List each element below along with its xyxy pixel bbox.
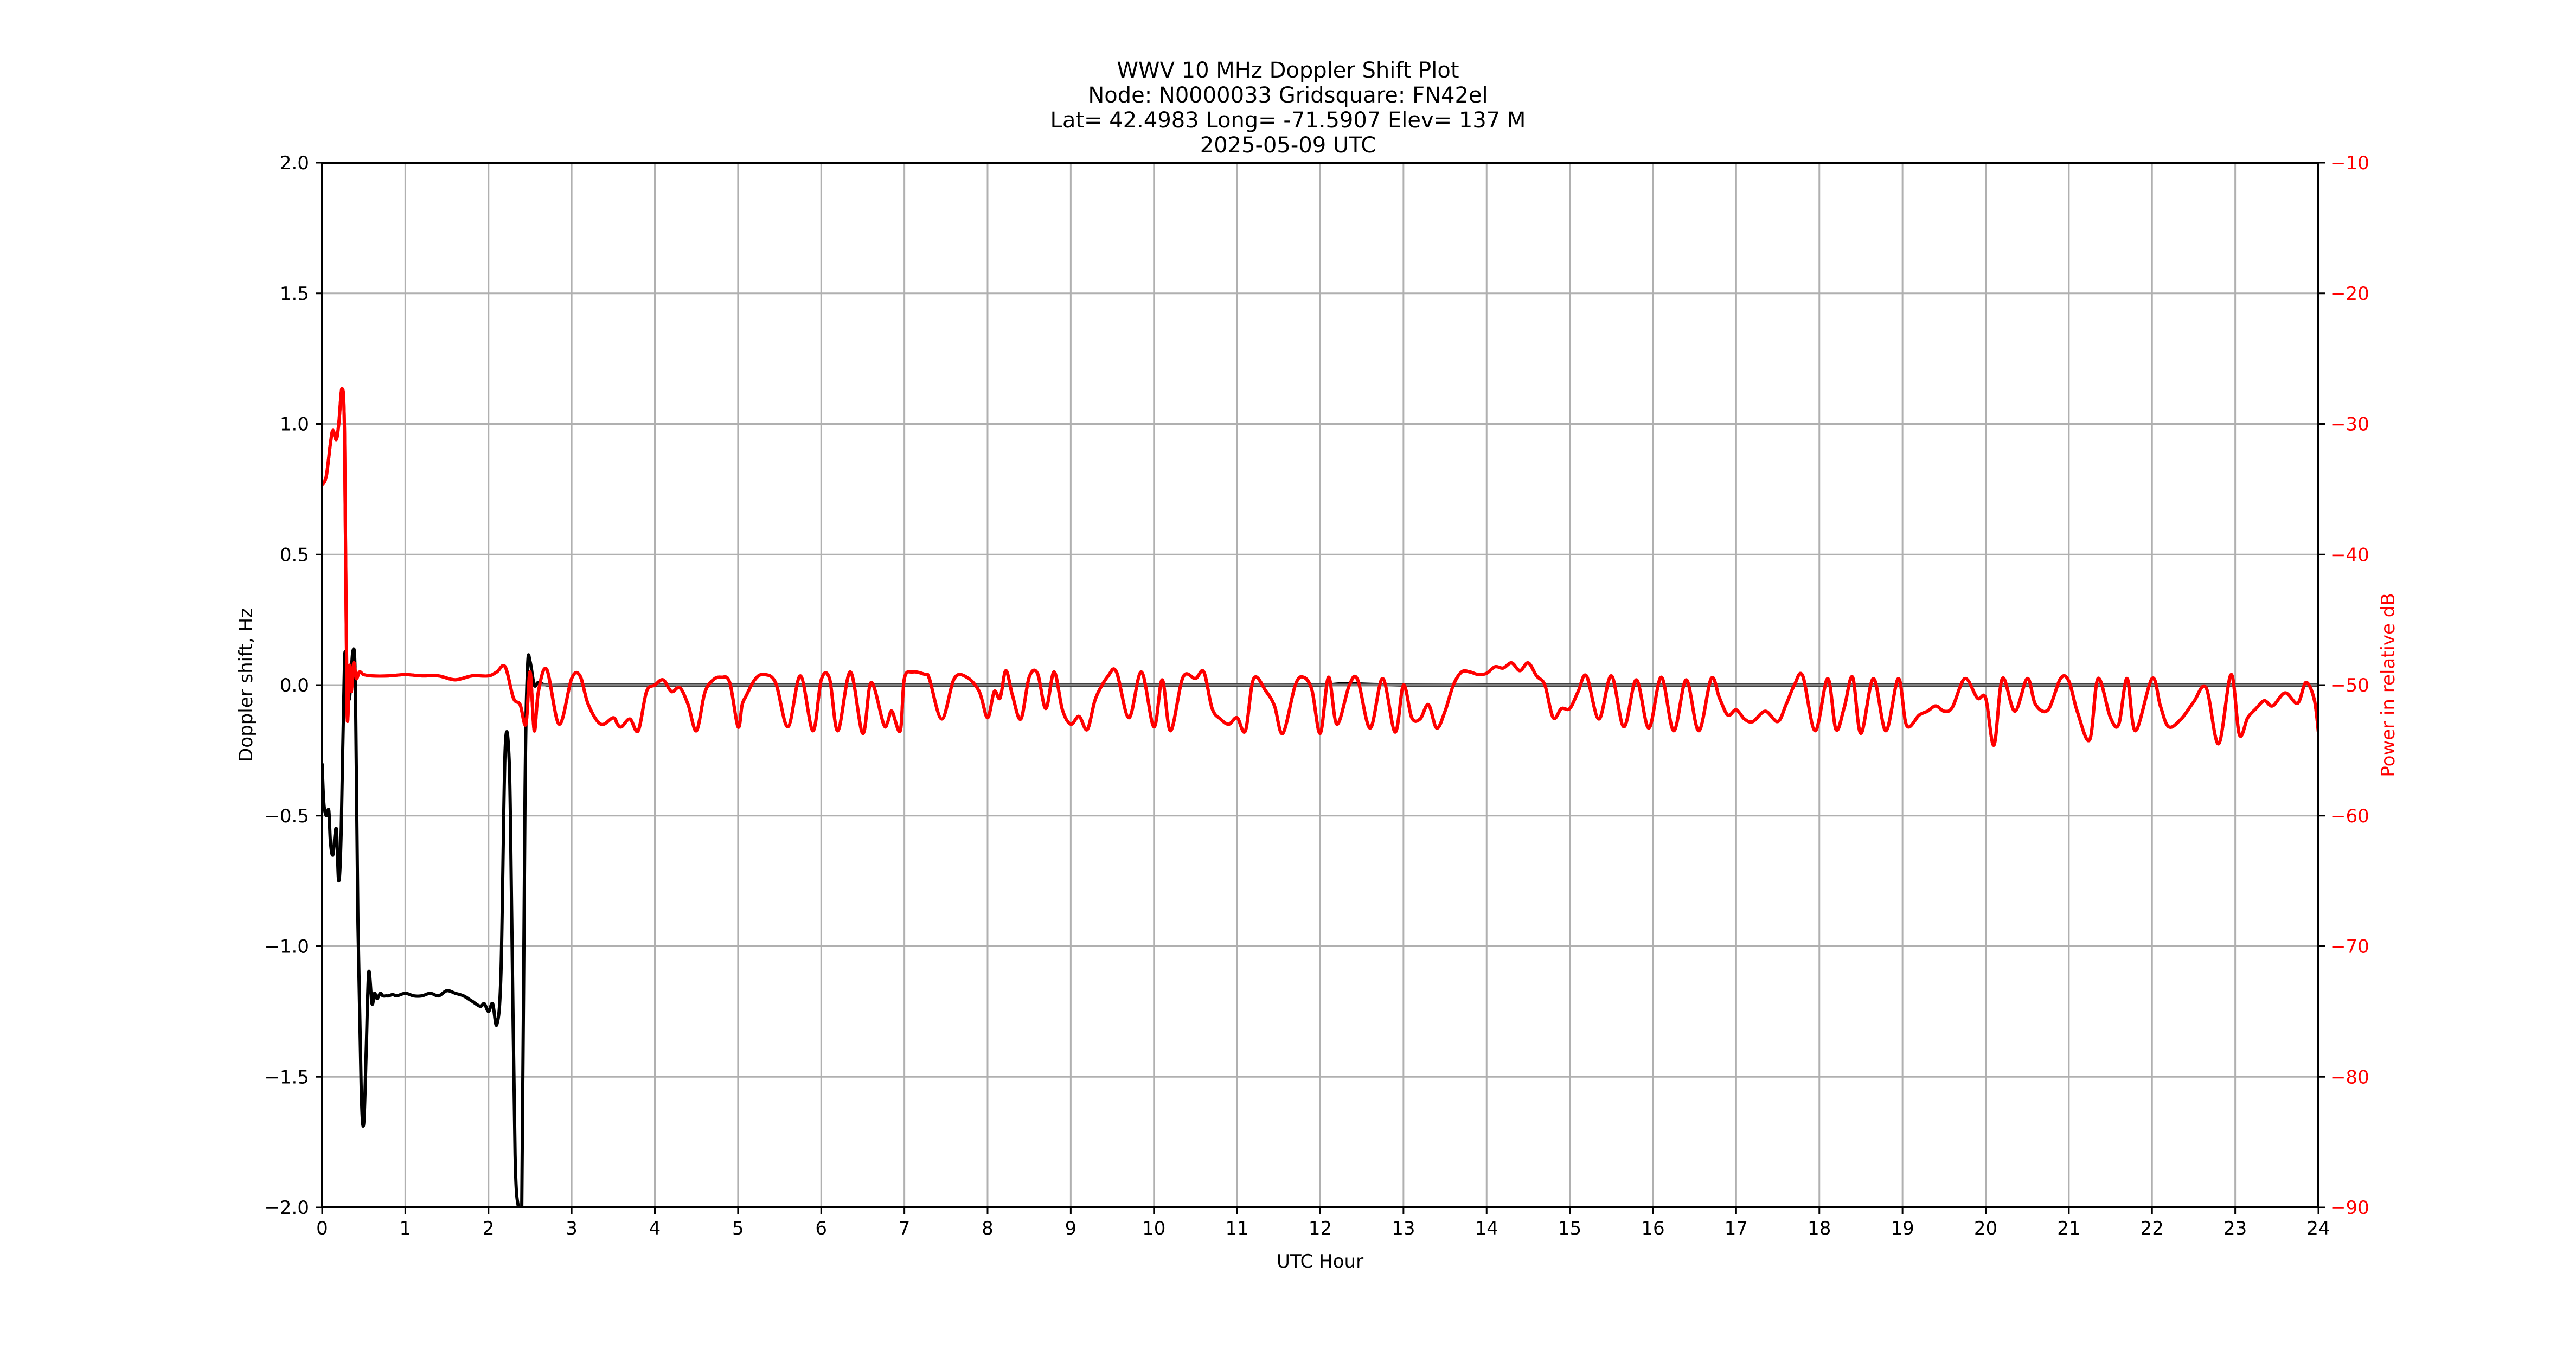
y-tick-label: −1.5 bbox=[264, 1066, 309, 1088]
y2-tick-label: −10 bbox=[2330, 152, 2369, 174]
y2-axis-label: Power in relative dB bbox=[2378, 593, 2399, 777]
x-tick-label: 8 bbox=[982, 1218, 994, 1239]
y2-tick-label: −50 bbox=[2330, 675, 2369, 696]
x-tick-label: 15 bbox=[1558, 1218, 1581, 1239]
x-tick-label: 22 bbox=[2141, 1218, 2164, 1239]
y2-tick-label: −70 bbox=[2330, 936, 2369, 958]
y-tick-label: 2.0 bbox=[280, 152, 309, 174]
chart-title: WWV 10 MHz Doppler Shift Plot bbox=[1117, 58, 1459, 83]
y2-tick-label: −90 bbox=[2330, 1197, 2369, 1219]
x-tick-label: 0 bbox=[316, 1218, 328, 1239]
x-tick-label: 3 bbox=[566, 1218, 578, 1239]
x-tick-label: 20 bbox=[1974, 1218, 1997, 1239]
x-tick-label: 19 bbox=[1891, 1218, 1914, 1239]
y2-tick-label: −80 bbox=[2330, 1066, 2369, 1088]
x-tick-label: 13 bbox=[1392, 1218, 1415, 1239]
y2-tick-label: −60 bbox=[2330, 805, 2369, 827]
x-tick-label: 10 bbox=[1142, 1218, 1165, 1239]
y-tick-label: −0.5 bbox=[264, 805, 309, 827]
power-line-overlay bbox=[322, 387, 2318, 747]
chart-subtitle-node: Node: N0000033 Gridsquare: FN42el bbox=[1088, 83, 1488, 108]
x-tick-label: 2 bbox=[483, 1218, 495, 1239]
x-axis-label: UTC Hour bbox=[1277, 1251, 1363, 1272]
x-tick-label: 14 bbox=[1475, 1218, 1498, 1239]
data-series bbox=[322, 387, 2318, 1207]
x-tick-label: 1 bbox=[400, 1218, 412, 1239]
x-tick-label: 6 bbox=[815, 1218, 827, 1239]
chart-subtitle-date: 2025-05-09 UTC bbox=[1200, 133, 1376, 158]
x-tick-label: 4 bbox=[649, 1218, 661, 1239]
y-tick-label: 0.5 bbox=[280, 544, 309, 566]
y-tick-label: 0.0 bbox=[280, 675, 309, 696]
y-axis-label: Doppler shift, Hz bbox=[235, 608, 257, 762]
y-tick-label: −2.0 bbox=[264, 1197, 309, 1219]
x-tick-label: 24 bbox=[2306, 1218, 2330, 1239]
chart-subtitle-location: Lat= 42.4983 Long= -71.5907 Elev= 137 M bbox=[1050, 108, 1526, 133]
x-tick-label: 18 bbox=[1808, 1218, 1831, 1239]
x-tick-label: 23 bbox=[2223, 1218, 2247, 1239]
y-tick-label: 1.5 bbox=[280, 283, 309, 305]
x-tick-label: 12 bbox=[1309, 1218, 1332, 1239]
y2-tick-label: −20 bbox=[2330, 283, 2369, 305]
x-tick-label: 21 bbox=[2057, 1218, 2080, 1239]
x-axis-ticks: 0 1 2 3 4 5 6 7 8 9 10 11 12 13 14 15 16 17 18 19 20 21 22 23 24 bbox=[316, 1207, 2330, 1239]
y2-axis-ticks: −90 −80 −70 −60 −50 −40 −30 −20 −10 bbox=[2318, 152, 2369, 1219]
x-tick-label: 17 bbox=[1725, 1218, 1748, 1239]
x-tick-label: 7 bbox=[899, 1218, 911, 1239]
x-tick-label: 5 bbox=[732, 1218, 744, 1239]
y-tick-label: −1.0 bbox=[264, 936, 309, 958]
y-axis-ticks: −2.0 −1.5 −1.0 −0.5 0.0 0.5 1.0 1.5 2.0 bbox=[264, 152, 322, 1219]
x-tick-label: 9 bbox=[1065, 1218, 1077, 1239]
x-tick-label: 16 bbox=[1641, 1218, 1664, 1239]
x-tick-label: 11 bbox=[1225, 1218, 1248, 1239]
y2-tick-label: −40 bbox=[2330, 544, 2369, 566]
y-tick-label: 1.0 bbox=[280, 414, 309, 436]
y2-tick-label: −30 bbox=[2330, 414, 2369, 436]
